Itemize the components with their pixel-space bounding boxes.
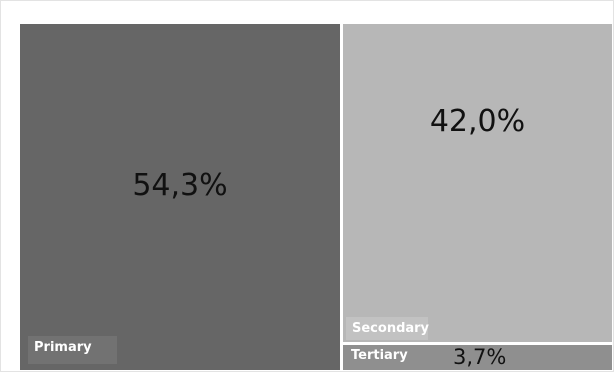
tile-primary: 54,3% Primary [20,24,340,370]
category-label-primary: Primary [28,336,117,364]
value-label-secondary: 42,0% [429,104,526,139]
tile-secondary: 42,0% Secondary [343,24,612,342]
value-label-tertiary: 3,7% [453,345,507,369]
tile-tertiary: 3,7% Tertiary [343,345,612,370]
category-label-tertiary: Tertiary [345,345,415,368]
treemap-plot: 54,3% Primary 42,0% Secondary 3,7% Terti… [20,24,612,370]
category-label-secondary: Secondary [346,317,429,340]
value-label-primary: 54,3% [132,168,228,203]
